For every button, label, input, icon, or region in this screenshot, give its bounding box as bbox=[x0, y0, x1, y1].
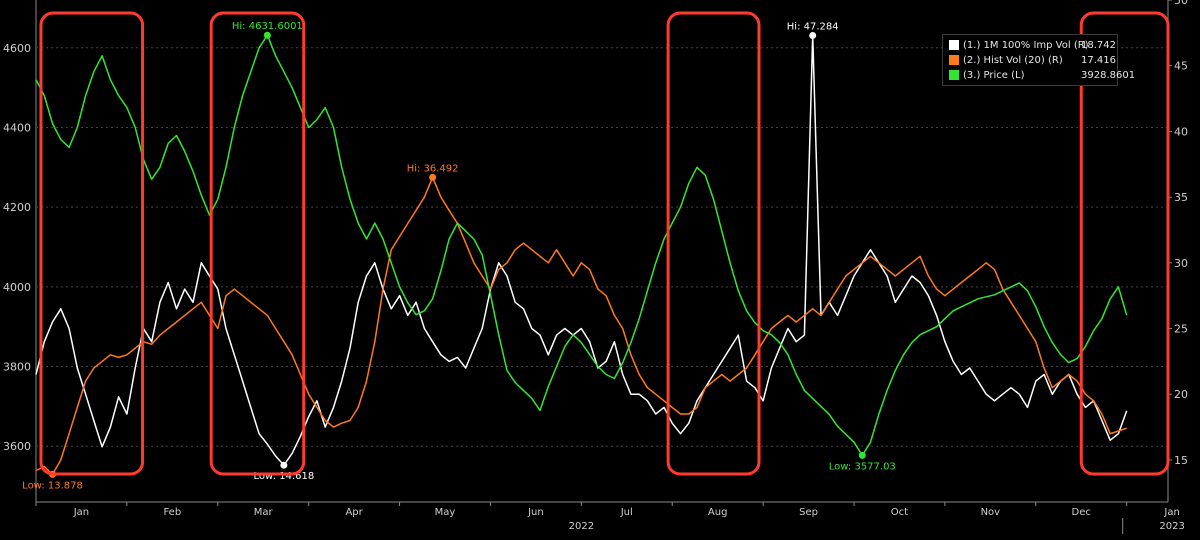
x-tick-label: Jul bbox=[620, 507, 633, 518]
annotation-label: Hi: 36.492 bbox=[407, 163, 459, 174]
legend-swatch-hist-vol bbox=[949, 55, 959, 65]
series-line-2 bbox=[35, 34, 1128, 457]
x-tick-label: Sep bbox=[799, 507, 818, 518]
annotation-label: Hi: 47.284 bbox=[787, 21, 839, 32]
x-tick-label: Jun bbox=[527, 507, 544, 518]
y-left-tick-label: 3800 bbox=[3, 361, 31, 374]
x-tick-label: Aug bbox=[708, 507, 728, 518]
legend-value-imp-vol: 18.742 bbox=[1081, 39, 1116, 51]
legend: (1.) 1M 100% Imp Vol (R) 18.742 (2.) His… bbox=[942, 34, 1135, 86]
y-right-tick-label: 50 bbox=[1174, 0, 1188, 7]
y-right-tick-label: 25 bbox=[1174, 323, 1188, 336]
legend-label-hist-vol: (2.) Hist Vol (20) (R) bbox=[963, 54, 1063, 66]
legend-item-imp-vol: (1.) 1M 100% Imp Vol (R) 18.742 bbox=[949, 38, 1116, 52]
annotation-marker bbox=[280, 461, 288, 469]
year-label-2023: 2023 bbox=[1159, 521, 1184, 532]
annotation-marker bbox=[429, 173, 437, 181]
x-tick-label: May bbox=[435, 507, 456, 518]
legend-item-price: (3.) Price (L) 3928.8601 bbox=[949, 68, 1135, 82]
x-tick-label: Feb bbox=[163, 507, 181, 518]
annotation-marker bbox=[263, 31, 271, 39]
series-line-1 bbox=[35, 176, 1127, 476]
y-right-tick-label: 40 bbox=[1174, 125, 1188, 138]
y-left-tick-label: 4600 bbox=[3, 42, 31, 55]
y-left-tick-label: 3600 bbox=[3, 440, 31, 453]
year-label-2022: 2022 bbox=[569, 521, 594, 532]
y-left-tick-label: 4000 bbox=[3, 281, 31, 294]
y-right-tick-label: 30 bbox=[1174, 257, 1188, 270]
highlight-box bbox=[666, 11, 761, 476]
legend-value-price: 3928.8601 bbox=[1081, 69, 1136, 81]
x-tick-label: Mar bbox=[254, 507, 274, 518]
legend-label-price: (3.) Price (L) bbox=[963, 69, 1025, 81]
legend-swatch-imp-vol bbox=[949, 40, 959, 50]
series-line-0 bbox=[35, 34, 1128, 466]
annotation-marker bbox=[809, 31, 817, 39]
legend-label-imp-vol: (1.) 1M 100% Imp Vol (R) bbox=[963, 39, 1089, 51]
x-tick-label: Jan bbox=[1163, 507, 1179, 518]
x-tick-label: Jan bbox=[73, 507, 89, 518]
x-tick-label: Nov bbox=[981, 507, 1001, 518]
legend-swatch-price bbox=[949, 70, 959, 80]
x-tick-label: Dec bbox=[1072, 507, 1091, 518]
highlight-box bbox=[209, 11, 306, 476]
x-tick-label: Apr bbox=[345, 507, 363, 518]
highlight-box bbox=[39, 11, 145, 476]
legend-item-hist-vol: (2.) Hist Vol (20) (R) 17.416 bbox=[949, 53, 1116, 67]
legend-value-hist-vol: 17.416 bbox=[1081, 54, 1116, 66]
annotation-label: Low: 3577.03 bbox=[829, 461, 896, 472]
y-right-tick-label: 15 bbox=[1174, 454, 1188, 467]
y-right-tick-label: 35 bbox=[1174, 191, 1188, 204]
annotation-label: Low: 13.878 bbox=[22, 480, 83, 491]
y-left-tick-label: 4400 bbox=[3, 121, 31, 134]
annotation-label: Low: 14.618 bbox=[254, 471, 315, 482]
annotation-marker bbox=[858, 451, 866, 459]
annotation-label: Hi: 4631.6001 bbox=[232, 21, 303, 32]
y-right-tick-label: 20 bbox=[1174, 388, 1188, 401]
y-right-tick-label: 45 bbox=[1174, 60, 1188, 73]
x-tick-label: Oct bbox=[891, 507, 908, 518]
highlight-box bbox=[1079, 11, 1170, 476]
y-left-tick-label: 4200 bbox=[3, 201, 31, 214]
